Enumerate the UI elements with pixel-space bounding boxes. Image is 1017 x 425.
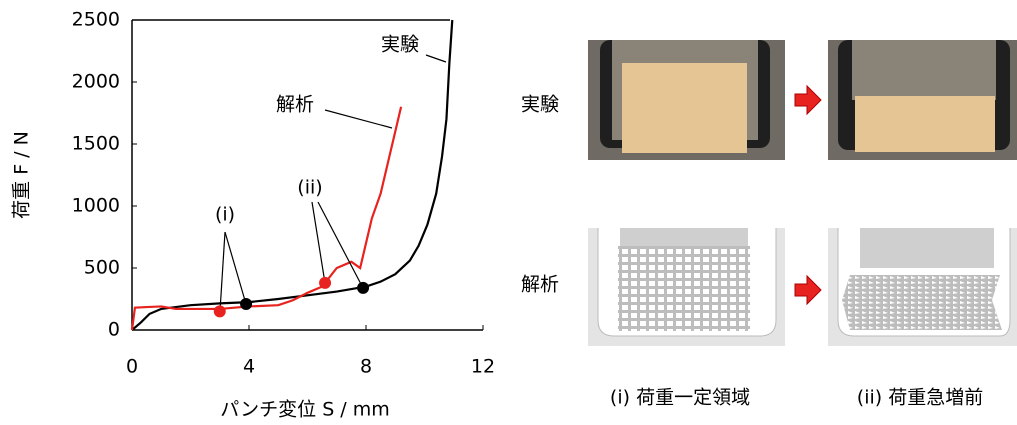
marker xyxy=(357,282,369,294)
y-tick-label: 2000 xyxy=(72,71,120,93)
arrow xyxy=(795,86,821,114)
photo-experiment-1 xyxy=(588,40,785,160)
x-tick-label: 0 xyxy=(126,356,138,378)
marker xyxy=(319,277,331,289)
marker xyxy=(240,298,252,310)
y-tick-label: 2500 xyxy=(72,9,120,31)
leader-line xyxy=(325,110,392,128)
axes-frame xyxy=(132,20,483,330)
arrow xyxy=(795,276,821,304)
y-tick-label: 0 xyxy=(108,319,120,341)
caption: (i) 荷重一定領域 xyxy=(610,387,750,409)
photo-experiment-2 xyxy=(828,40,1017,160)
x-tick-label: 4 xyxy=(243,356,255,378)
caption: (ii) 荷重急増前 xyxy=(857,387,983,409)
x-tick-label: 12 xyxy=(471,356,495,378)
leader-line xyxy=(426,55,446,62)
figure: 実験 解析 (i) 荷重一定領域 (ii) 荷重急増前 パンチ変位 S / mm… xyxy=(0,0,1017,421)
x-tick-label: 8 xyxy=(360,356,372,378)
simulation-2 xyxy=(828,228,1017,346)
y-tick-label: 500 xyxy=(84,257,120,279)
leader-line xyxy=(318,202,363,288)
data-line xyxy=(132,107,401,330)
leader-line xyxy=(220,232,225,311)
y-tick-label: 1000 xyxy=(72,195,120,217)
leader-line xyxy=(312,202,325,283)
annotation: (i) xyxy=(215,204,235,226)
row-label: 解析 xyxy=(521,274,559,296)
leader-line xyxy=(225,232,246,304)
row-label: 実験 xyxy=(521,94,559,116)
x-axis-label: パンチ変位 S / mm xyxy=(220,399,390,421)
y-axis-label: 荷重 F / N xyxy=(11,131,33,219)
simulation-1 xyxy=(588,228,785,346)
marker xyxy=(214,305,226,317)
annotation: 実験 xyxy=(381,34,419,56)
annotation: (ii) xyxy=(297,177,322,199)
data-line xyxy=(132,20,452,330)
y-tick-label: 1500 xyxy=(72,133,120,155)
annotation: 解析 xyxy=(276,94,314,116)
